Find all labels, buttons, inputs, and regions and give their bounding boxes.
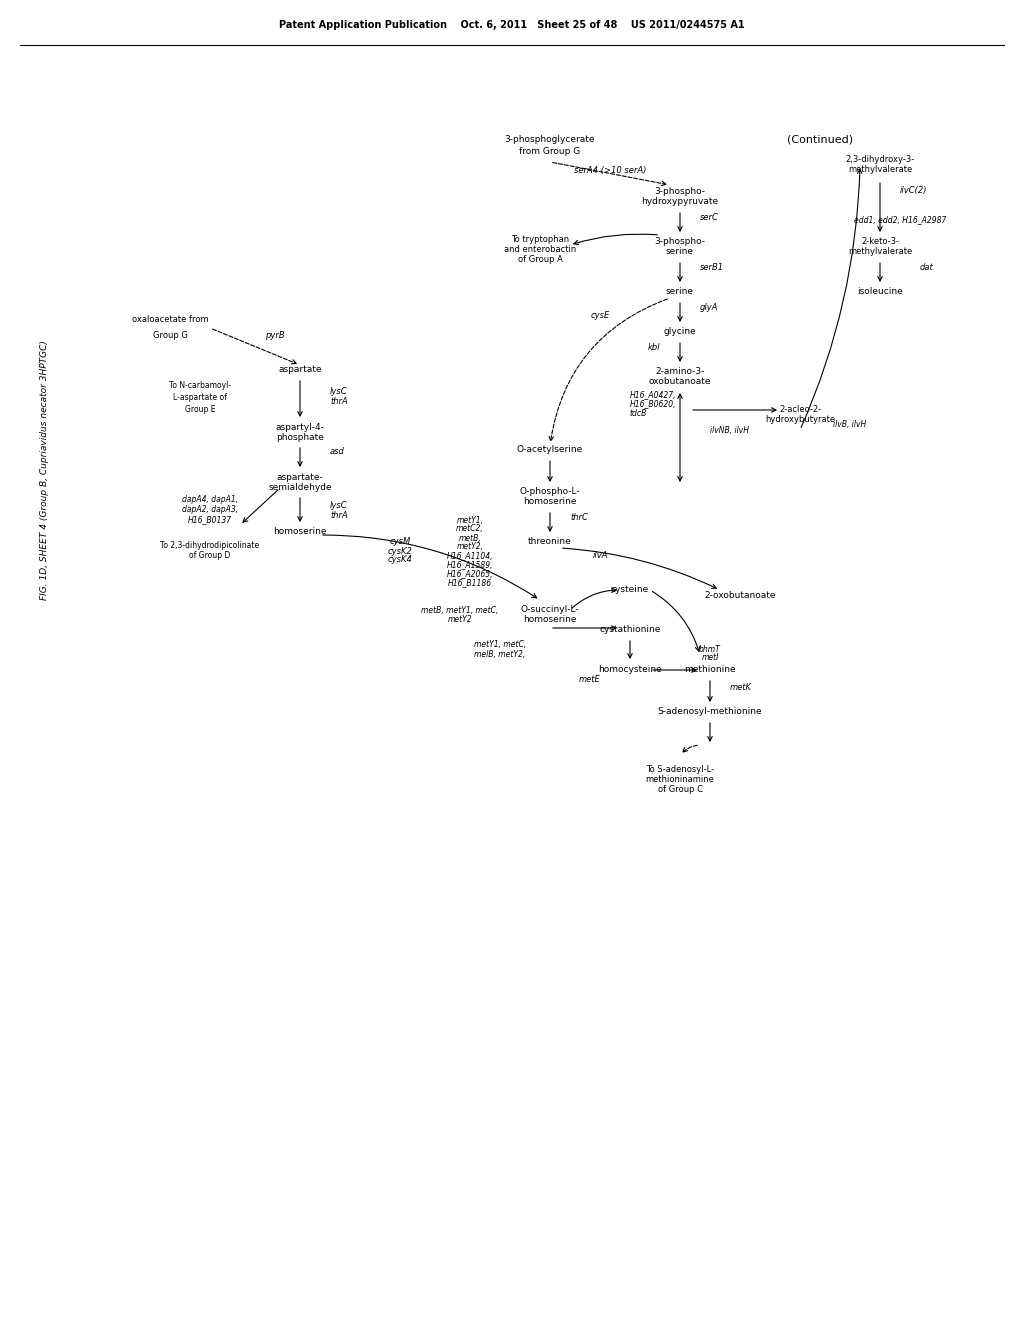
Text: kbl: kbl <box>647 343 660 352</box>
Text: metI: metI <box>701 653 719 663</box>
Text: cystathionine: cystathionine <box>599 626 660 635</box>
Text: of Group D: of Group D <box>189 550 230 560</box>
Text: (Continued): (Continued) <box>786 135 853 145</box>
Text: ilvNB, ilvH: ilvNB, ilvH <box>710 425 749 434</box>
Text: ilvA: ilvA <box>592 550 608 560</box>
Text: cysE: cysE <box>591 310 609 319</box>
Text: oxaloacetate from: oxaloacetate from <box>132 315 208 325</box>
Text: bhmT: bhmT <box>699 645 721 655</box>
Text: thrC: thrC <box>570 513 588 523</box>
Text: of Group C: of Group C <box>657 785 702 795</box>
Text: cysK2: cysK2 <box>387 546 413 556</box>
Text: phosphate: phosphate <box>276 433 324 442</box>
Text: asd: asd <box>330 447 345 457</box>
Text: serine: serine <box>666 248 694 256</box>
Text: hydroxybutyrate: hydroxybutyrate <box>765 416 835 425</box>
Text: tdcB: tdcB <box>630 408 647 417</box>
Text: serA4 (>10 serA): serA4 (>10 serA) <box>573 165 646 174</box>
Text: methionine: methionine <box>684 665 736 675</box>
Text: dapA2, dapA3,: dapA2, dapA3, <box>182 506 238 515</box>
Text: ilvC(2): ilvC(2) <box>900 186 928 194</box>
Text: semialdehyde: semialdehyde <box>268 483 332 492</box>
Text: Group E: Group E <box>184 404 215 413</box>
Text: Patent Application Publication    Oct. 6, 2011   Sheet 25 of 48    US 2011/02445: Patent Application Publication Oct. 6, 2… <box>280 20 744 30</box>
Text: H16_A1589,: H16_A1589, <box>446 561 494 569</box>
Text: ilvB, ilvH: ilvB, ilvH <box>834 421 866 429</box>
Text: oxobutanoate: oxobutanoate <box>649 378 712 387</box>
Text: homoserine: homoserine <box>523 498 577 507</box>
Text: lysC: lysC <box>330 500 347 510</box>
Text: metY2,: metY2, <box>457 543 483 552</box>
Text: aspartate: aspartate <box>279 366 322 375</box>
Text: homoserine: homoserine <box>523 615 577 624</box>
Text: metY2: metY2 <box>447 615 472 624</box>
Text: melB, metY2,: melB, metY2, <box>474 649 525 659</box>
Text: hydroxypyruvate: hydroxypyruvate <box>641 198 719 206</box>
Text: H16_B1186: H16_B1186 <box>447 578 493 587</box>
Text: dat: dat <box>920 264 934 272</box>
Text: metB, metY1, metC,: metB, metY1, metC, <box>421 606 499 615</box>
Text: dapA4, dapA1,: dapA4, dapA1, <box>182 495 238 504</box>
Text: serB1: serB1 <box>700 264 724 272</box>
Text: cysK4: cysK4 <box>387 556 413 565</box>
Text: methioninamine: methioninamine <box>645 776 715 784</box>
Text: methylvalerate: methylvalerate <box>848 165 912 174</box>
Text: H16_A2065,: H16_A2065, <box>446 569 494 578</box>
Text: H16_B0620,: H16_B0620, <box>630 400 677 408</box>
Text: glycine: glycine <box>664 327 696 337</box>
Text: To 2,3-dihydrodipicolinate: To 2,3-dihydrodipicolinate <box>161 540 259 549</box>
Text: FIG. 1D, SHEET 4 (Group B, Cupriavidus necator 3HPTGC): FIG. 1D, SHEET 4 (Group B, Cupriavidus n… <box>41 341 49 599</box>
Text: O-succinyl-L-: O-succinyl-L- <box>520 606 580 615</box>
Text: thrA: thrA <box>330 397 348 407</box>
Text: cysM: cysM <box>389 537 411 546</box>
Text: S-adenosyl-methionine: S-adenosyl-methionine <box>657 708 762 717</box>
Text: metC2,: metC2, <box>456 524 484 533</box>
Text: serine: serine <box>666 288 694 297</box>
Text: of Group A: of Group A <box>517 256 562 264</box>
Text: metY1, metC,: metY1, metC, <box>474 640 526 649</box>
Text: aspartate-: aspartate- <box>276 474 324 483</box>
Text: 2-amino-3-: 2-amino-3- <box>655 367 705 376</box>
Text: 2-acleo-2-: 2-acleo-2- <box>779 405 821 414</box>
Text: methylvalerate: methylvalerate <box>848 248 912 256</box>
Text: threonine: threonine <box>528 537 571 546</box>
Text: edd1, edd2, H16_A2987: edd1, edd2, H16_A2987 <box>854 215 946 224</box>
Text: H16_A1104,: H16_A1104, <box>446 552 494 561</box>
Text: pyrB: pyrB <box>265 330 285 339</box>
Text: metB,: metB, <box>459 533 481 543</box>
Text: O-phospho-L-: O-phospho-L- <box>520 487 581 496</box>
Text: metK: metK <box>730 684 752 693</box>
Text: cysteine: cysteine <box>611 586 649 594</box>
Text: 3-phosphoglycerate: 3-phosphoglycerate <box>505 136 595 144</box>
Text: Group G: Group G <box>153 330 187 339</box>
Text: metY1,: metY1, <box>457 516 483 524</box>
Text: H16_A0427,: H16_A0427, <box>630 391 677 400</box>
Text: metE: metE <box>580 676 601 685</box>
Text: To tryptophan: To tryptophan <box>511 235 569 244</box>
Text: aspartyl-4-: aspartyl-4- <box>275 424 325 433</box>
Text: homocysteine: homocysteine <box>598 665 662 675</box>
Text: H16_B0137: H16_B0137 <box>188 516 232 524</box>
Text: 2-keto-3-: 2-keto-3- <box>861 238 899 247</box>
Text: homoserine: homoserine <box>273 528 327 536</box>
Text: 3-phospho-: 3-phospho- <box>654 238 706 247</box>
Text: isoleucine: isoleucine <box>857 288 903 297</box>
Text: L-aspartate of: L-aspartate of <box>173 392 227 401</box>
Text: and enterobactin: and enterobactin <box>504 246 577 255</box>
Text: glyA: glyA <box>700 304 719 313</box>
Text: O-acetylserine: O-acetylserine <box>517 446 583 454</box>
Text: To N-carbamoyl-: To N-carbamoyl- <box>169 380 231 389</box>
Text: from Group G: from Group G <box>519 148 581 157</box>
Text: thrA: thrA <box>330 511 348 520</box>
Text: serC: serC <box>700 214 719 223</box>
Text: 2,3-dihydroxy-3-: 2,3-dihydroxy-3- <box>846 156 914 165</box>
Text: lysC: lysC <box>330 388 347 396</box>
Text: To S-adenosyl-L-: To S-adenosyl-L- <box>646 766 714 775</box>
Text: 3-phospho-: 3-phospho- <box>654 187 706 197</box>
Text: 2-oxobutanoate: 2-oxobutanoate <box>705 590 776 599</box>
